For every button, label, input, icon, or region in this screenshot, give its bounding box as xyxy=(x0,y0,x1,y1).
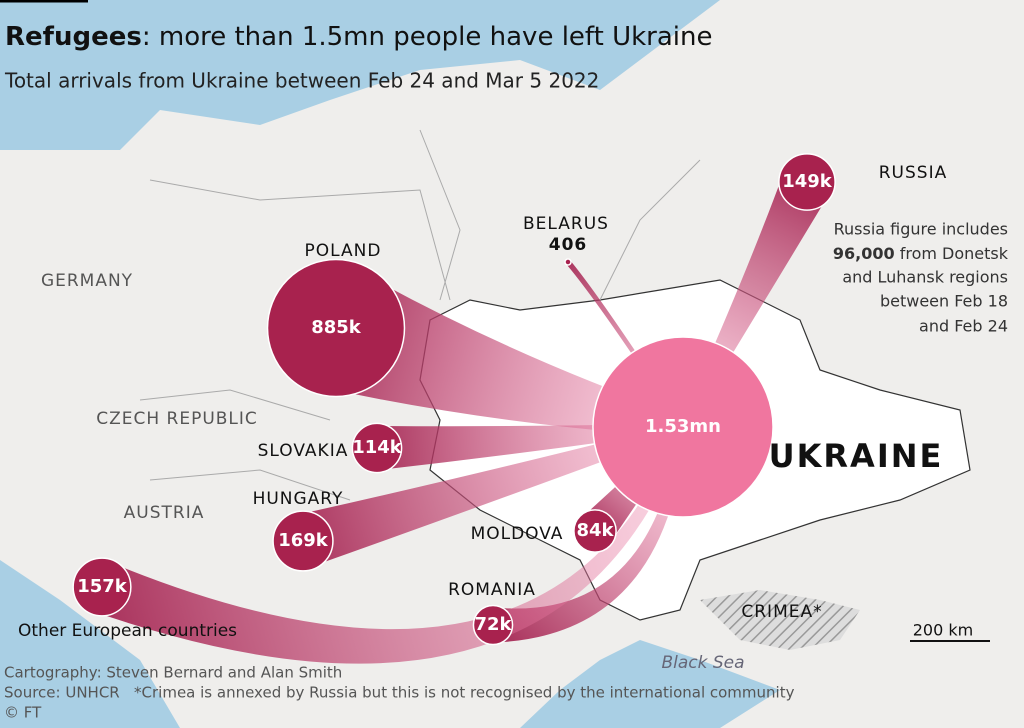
destination-label: BELARUS xyxy=(523,214,609,234)
crimea-shape xyxy=(700,590,860,650)
bubble xyxy=(472,604,514,646)
destination-label: HUNGARY xyxy=(253,489,344,509)
flow xyxy=(314,270,686,438)
sea-north xyxy=(0,0,90,100)
note-line: between Feb 18 xyxy=(880,292,1008,311)
origin-label: 1.53mn xyxy=(645,416,721,437)
russia-note: Russia figure includes 96,000 from Donet… xyxy=(833,220,1009,336)
origin-bubble xyxy=(592,336,774,518)
bubble-label: 406 xyxy=(549,235,588,255)
bubble-label: 885k xyxy=(311,317,362,338)
flow xyxy=(92,425,688,664)
footer-line: Cartography: Steven Bernard and Alan Smi… xyxy=(4,664,342,682)
sea-label: Black Sea xyxy=(661,653,744,673)
note-line: and Luhansk regions xyxy=(842,268,1008,287)
borders xyxy=(139,129,701,501)
bubble xyxy=(72,557,132,617)
country-label: GERMANY xyxy=(41,271,133,291)
note-line: and Feb 24 xyxy=(919,317,1008,336)
bubble xyxy=(266,258,406,398)
note-line: 96,000 from Donetsk xyxy=(833,244,1009,263)
flow xyxy=(295,422,685,567)
bubble-label: 169k xyxy=(278,530,329,551)
bubble xyxy=(564,258,572,266)
title-rest: : more than 1.5mn people have left Ukrai… xyxy=(142,22,713,52)
bubble-label: 157k xyxy=(77,576,128,597)
bubble-label: 149k xyxy=(782,171,833,192)
note-bold: 96,000 xyxy=(833,244,895,263)
note-rest: from Donetsk xyxy=(895,244,1009,263)
destination-label: Other European countries xyxy=(18,621,237,641)
country-label: CZECH REPUBLIC xyxy=(96,409,258,429)
ukraine-label: UKRAINE xyxy=(769,437,944,475)
footer-line: Source: UNHCR *Crimea is annexed by Russ… xyxy=(4,684,795,702)
destination-label: SLOVAKIA xyxy=(258,441,349,461)
title: Refugees: more than 1.5mn people have le… xyxy=(5,22,713,52)
destination-label: MOLDOVA xyxy=(471,524,564,544)
bubble-label: 84k xyxy=(576,520,614,541)
footer-line: © FT xyxy=(4,704,42,722)
crimea-label: CRIMEA* xyxy=(741,602,822,622)
subtitle: Total arrivals from Ukraine between Feb … xyxy=(4,69,599,93)
note-line: Russia figure includes xyxy=(834,220,1008,239)
bubble xyxy=(351,422,403,474)
title-bold: Refugees xyxy=(5,22,142,52)
destination-label: ROMANIA xyxy=(448,580,536,600)
bubble xyxy=(272,510,334,572)
bubble-label: 114k xyxy=(352,437,403,458)
bubble-label: 72k xyxy=(474,614,512,635)
destination-label: RUSSIA xyxy=(879,163,947,183)
destination-label: POLAND xyxy=(305,241,382,261)
scale-label: 200 km xyxy=(913,621,973,640)
country-label: AUSTRIA xyxy=(124,503,205,523)
bubble xyxy=(573,509,617,553)
bubble xyxy=(778,153,836,211)
